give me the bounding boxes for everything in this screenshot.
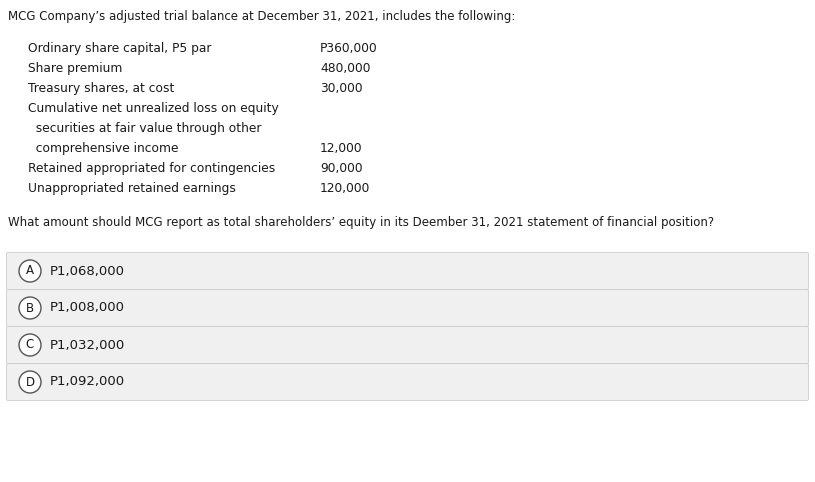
Text: What amount should MCG report as total shareholders’ equity in its Deember 31, 2: What amount should MCG report as total s…	[8, 216, 714, 229]
Text: B: B	[26, 302, 34, 314]
Text: A: A	[26, 265, 34, 278]
Text: Cumulative net unrealized loss on equity: Cumulative net unrealized loss on equity	[28, 102, 279, 115]
Text: 12,000: 12,000	[320, 142, 363, 155]
Text: Unappropriated retained earnings: Unappropriated retained earnings	[28, 182, 236, 195]
Text: C: C	[26, 338, 34, 351]
Circle shape	[19, 297, 41, 319]
Text: 120,000: 120,000	[320, 182, 370, 195]
Text: D: D	[25, 375, 34, 388]
FancyBboxPatch shape	[7, 290, 808, 326]
Text: Retained appropriated for contingencies: Retained appropriated for contingencies	[28, 162, 275, 175]
Text: comprehensive income: comprehensive income	[28, 142, 178, 155]
Text: Share premium: Share premium	[28, 62, 122, 75]
Text: securities at fair value through other: securities at fair value through other	[28, 122, 262, 135]
Text: MCG Company’s adjusted trial balance at December 31, 2021, includes the followin: MCG Company’s adjusted trial balance at …	[8, 10, 515, 23]
FancyBboxPatch shape	[7, 363, 808, 401]
Text: 90,000: 90,000	[320, 162, 363, 175]
Text: P1,068,000: P1,068,000	[50, 265, 125, 278]
FancyBboxPatch shape	[7, 326, 808, 363]
Text: P360,000: P360,000	[320, 42, 377, 55]
Text: P1,008,000: P1,008,000	[50, 302, 125, 314]
Text: Treasury shares, at cost: Treasury shares, at cost	[28, 82, 174, 95]
Circle shape	[19, 334, 41, 356]
Text: P1,092,000: P1,092,000	[50, 375, 126, 388]
Circle shape	[19, 260, 41, 282]
Text: 480,000: 480,000	[320, 62, 371, 75]
Text: Ordinary share capital, P5 par: Ordinary share capital, P5 par	[28, 42, 212, 55]
FancyBboxPatch shape	[7, 253, 808, 290]
Circle shape	[19, 371, 41, 393]
Text: 30,000: 30,000	[320, 82, 363, 95]
Text: P1,032,000: P1,032,000	[50, 338, 126, 351]
